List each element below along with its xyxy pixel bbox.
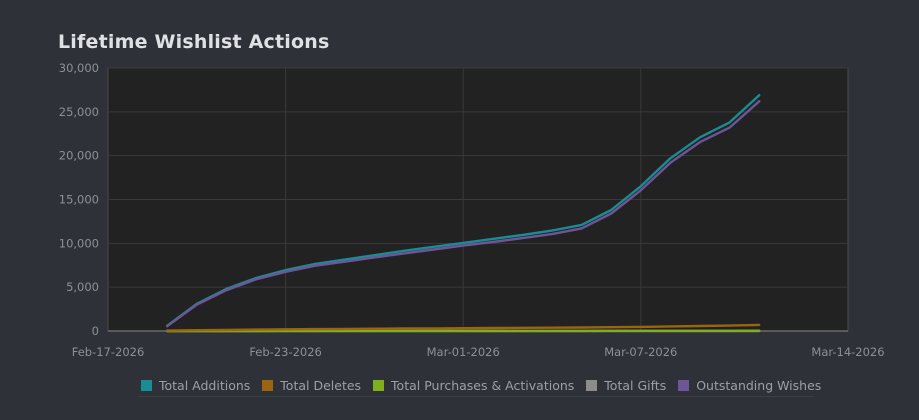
x-tick-label: Mar-14-2026 [811, 345, 884, 359]
series-line-outstanding-wishes[interactable] [165, 100, 761, 328]
y-tick-label: 10,000 [59, 236, 99, 250]
legend-swatch [678, 379, 690, 391]
y-tick-label: 0 [92, 324, 99, 338]
legend-swatch [262, 379, 274, 391]
x-tick-label: Mar-07-2026 [604, 345, 677, 359]
legend-swatch [586, 379, 598, 391]
legend-label: Total Gifts [604, 377, 667, 393]
legend-item-total-purchases[interactable]: Total Purchases & Activations [370, 378, 574, 393]
chart-legend: Total Additions Total Deletes Total Purc… [138, 374, 821, 397]
y-axis-ticks: 0 5,000 10,000 15,000 20,000 25,000 30,000 [59, 61, 99, 338]
x-tick-label: Mar-01-2026 [427, 345, 500, 359]
y-tick-label: 15,000 [59, 193, 99, 207]
y-tick-label: 25,000 [59, 105, 99, 119]
x-tick-label: Feb-23-2026 [249, 345, 322, 359]
x-axis-ticks: Feb-17-2026 Feb-23-2026 Mar-01-2026 Mar-07-… [72, 345, 885, 359]
legend-item-total-additions[interactable]: Total Additions [138, 378, 250, 393]
x-tick-label: Feb-17-2026 [72, 345, 145, 359]
y-tick-label: 30,000 [59, 61, 99, 75]
legend-item-total-gifts[interactable]: Total Gifts [583, 378, 666, 393]
legend-item-total-deletes[interactable]: Total Deletes [259, 378, 361, 393]
legend-swatch [373, 379, 385, 391]
chart-title: Lifetime Wishlist Actions [58, 31, 330, 53]
series-line-total-additions[interactable] [165, 93, 761, 327]
legend-label: Total Additions [159, 377, 251, 393]
legend-label: Total Deletes [280, 377, 362, 393]
legend-label: Outstanding Wishes [696, 377, 822, 393]
series-line-total-deletes[interactable] [165, 323, 761, 332]
legend-label: Total Purchases & Activations [391, 377, 575, 393]
series-lines [165, 93, 761, 333]
y-tick-label: 20,000 [59, 149, 99, 163]
legend-swatch [141, 379, 152, 391]
legend-item-outstanding-wishes[interactable]: Outstanding Wishes [675, 378, 821, 393]
y-tick-label: 5,000 [66, 280, 99, 294]
